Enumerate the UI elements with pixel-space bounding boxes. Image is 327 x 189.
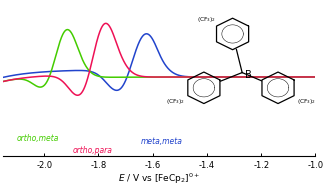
X-axis label: $E$ / V vs [FeCp$_2$]$^{0+}$: $E$ / V vs [FeCp$_2$]$^{0+}$ bbox=[118, 171, 200, 186]
Text: meta,meta: meta,meta bbox=[141, 137, 182, 146]
Text: ortho,para: ortho,para bbox=[73, 146, 112, 155]
Text: ortho,meta: ortho,meta bbox=[17, 134, 60, 143]
